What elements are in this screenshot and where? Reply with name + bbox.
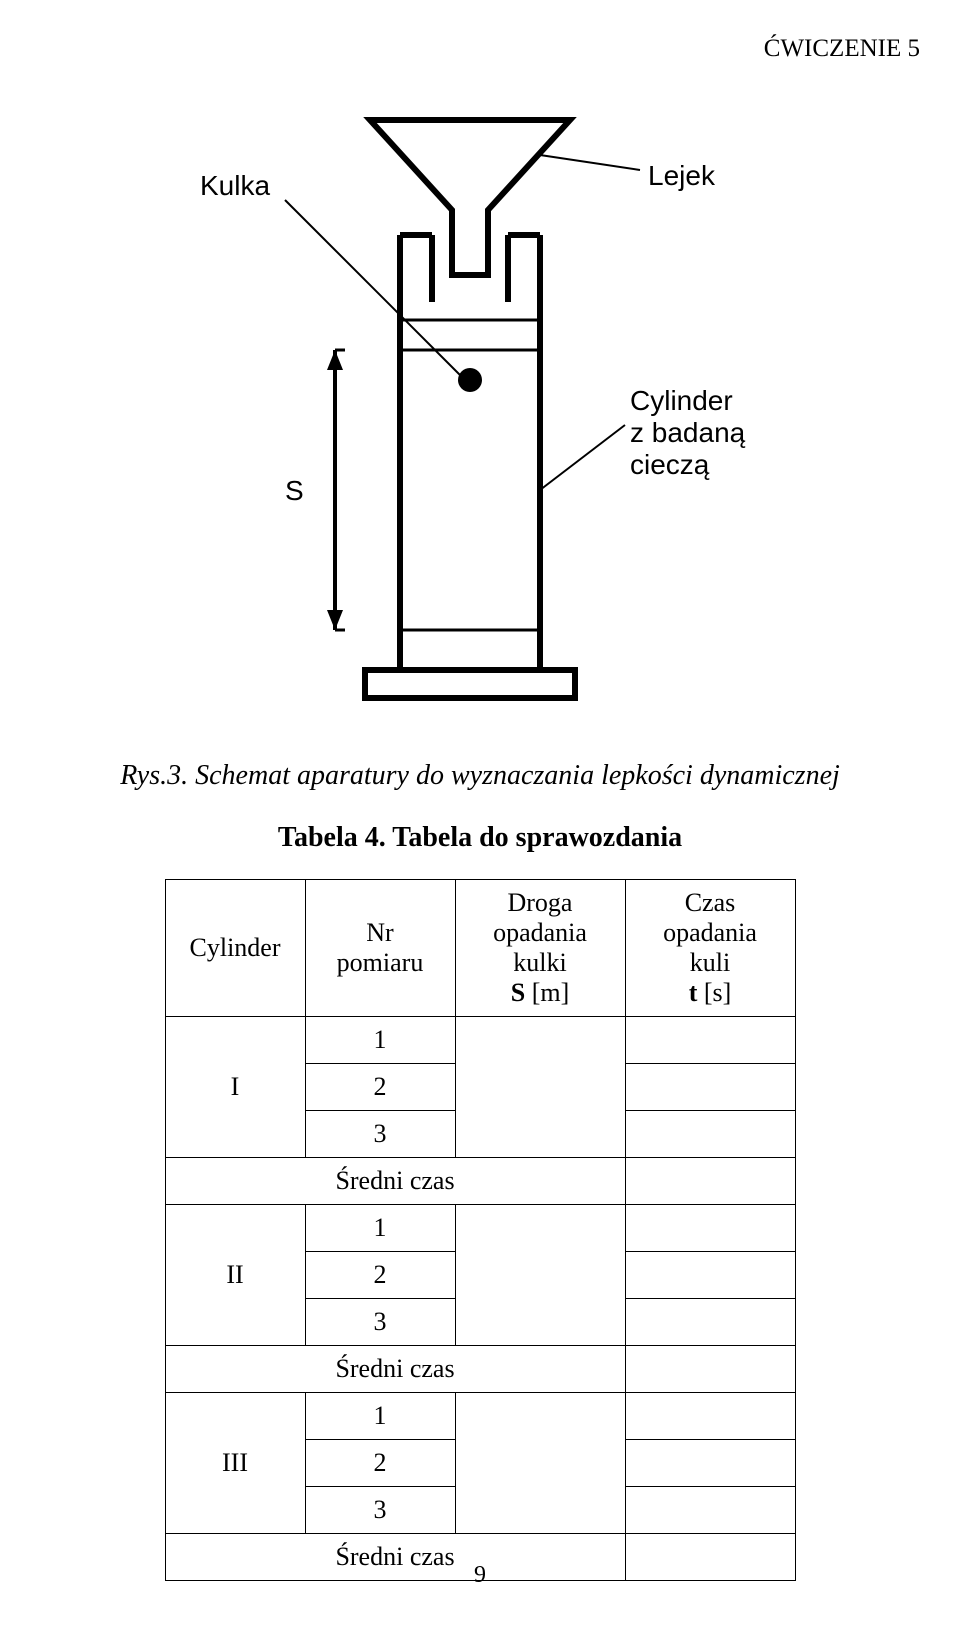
cell-droga (455, 1205, 625, 1346)
cell-pomiar: 3 (305, 1299, 455, 1346)
label-cylinder-3: cieczą (630, 449, 710, 480)
cell-czas (625, 1064, 795, 1111)
cell-droga (455, 1393, 625, 1534)
cell-pomiar: 2 (305, 1252, 455, 1299)
cell-pomiar: 3 (305, 1111, 455, 1158)
th-cylinder: Cylinder (165, 880, 305, 1017)
cell-pomiar: 2 (305, 1064, 455, 1111)
cell-sredni-czas-value (625, 1158, 795, 1205)
cell-sredni-czas-value (625, 1346, 795, 1393)
page-number: 9 (0, 1562, 960, 1589)
cell-droga (455, 1017, 625, 1158)
cell-cylinder: III (165, 1393, 305, 1534)
table-title: Tabela 4. Tabela do sprawozdania (100, 822, 860, 854)
apparatus-diagram: Kulka Lejek S Cylinder z badaną cieczą (100, 90, 860, 720)
th-czas: Czasopadaniakulit [s] (625, 880, 795, 1017)
measurement-table: CylinderNrpomiaruDrogaopadaniakulkiS [m]… (100, 879, 860, 1581)
cell-czas (625, 1299, 795, 1346)
cell-sredni-czas-label: Średni czas (165, 1346, 625, 1393)
cell-cylinder: I (165, 1017, 305, 1158)
th-nr-pomiaru: Nrpomiaru (305, 880, 455, 1017)
cell-pomiar: 3 (305, 1487, 455, 1534)
label-cylinder-2: z badaną (630, 417, 746, 448)
cell-czas (625, 1440, 795, 1487)
cell-pomiar: 1 (305, 1017, 455, 1064)
cell-czas (625, 1487, 795, 1534)
cell-czas (625, 1393, 795, 1440)
cell-pomiar: 1 (305, 1205, 455, 1252)
label-cylinder-1: Cylinder (630, 385, 733, 416)
figure-caption: Rys.3. Schemat aparatury do wyznaczania … (100, 760, 860, 792)
cell-pomiar: 1 (305, 1393, 455, 1440)
cell-sredni-czas-label: Średni czas (165, 1158, 625, 1205)
cell-cylinder: II (165, 1205, 305, 1346)
cell-czas (625, 1205, 795, 1252)
cell-czas (625, 1017, 795, 1064)
label-lejek: Lejek (648, 160, 716, 191)
cell-czas (625, 1111, 795, 1158)
cell-pomiar: 2 (305, 1440, 455, 1487)
label-kulka: Kulka (200, 170, 270, 201)
th-droga: DrogaopadaniakulkiS [m] (455, 880, 625, 1017)
exercise-label: ĆWICZENIE 5 (764, 35, 920, 63)
label-s: S (285, 475, 304, 506)
cell-czas (625, 1252, 795, 1299)
